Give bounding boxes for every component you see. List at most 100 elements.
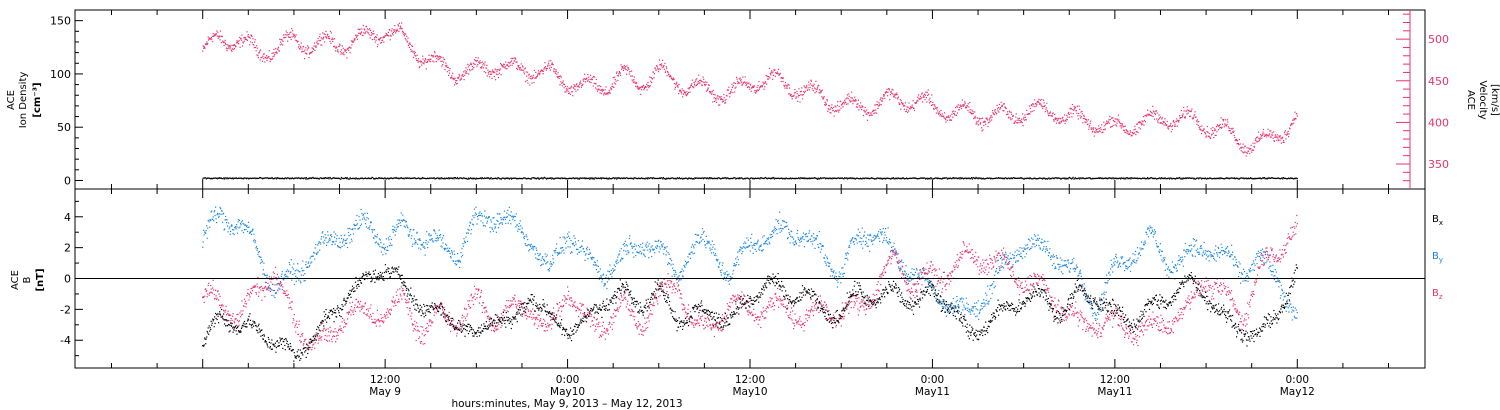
- top-series-1-point: [444, 178, 446, 180]
- bottom-series-0-point: [342, 242, 344, 244]
- bottom-series-0-point: [597, 265, 599, 267]
- top-series-0-point: [1048, 114, 1050, 117]
- top-series-0-point: [694, 85, 696, 87]
- bottom-series-0-point: [246, 230, 249, 233]
- top-series-0-point: [797, 96, 799, 98]
- top-series-0-point: [591, 79, 593, 81]
- top-series-1-point: [673, 178, 675, 180]
- bottom-series-0-point: [670, 264, 672, 266]
- bottom-series-0-point: [391, 229, 393, 231]
- top-series-0-point: [1157, 121, 1159, 124]
- top-series-0-point: [1242, 152, 1245, 154]
- top-series-0-point: [921, 92, 923, 94]
- top-series-1-point: [743, 178, 745, 180]
- top-series-1-point: [935, 177, 937, 179]
- top-series-1-point: [1129, 177, 1131, 179]
- top-series-1-point: [1259, 177, 1261, 179]
- top-series-0-point: [828, 104, 830, 107]
- top-series-0-point: [706, 89, 708, 91]
- top-series-0-point: [1164, 123, 1166, 125]
- top-series-0-point: [1055, 122, 1057, 124]
- top-series-0-point: [681, 93, 683, 95]
- top-series-0-point: [568, 87, 570, 89]
- top-series-1-point: [276, 177, 278, 179]
- top-series-0-point: [981, 117, 984, 119]
- top-series-0-point: [618, 70, 620, 73]
- top-series-0-point: [211, 38, 213, 40]
- top-series-0-point: [1135, 131, 1137, 133]
- top-series-0-point: [464, 72, 467, 74]
- bottom-series-0-point: [542, 263, 544, 265]
- top-series-1-point: [1256, 178, 1258, 180]
- top-series-1-point: [1252, 178, 1255, 180]
- top-series-1-point: [302, 178, 305, 180]
- top-series-1-point: [846, 177, 848, 179]
- bottom-series-0-point: [604, 283, 606, 285]
- bottom-series-0-point: [623, 242, 625, 245]
- top-series-1-point: [226, 178, 228, 180]
- top-series-0-point: [466, 72, 468, 74]
- top-series-0-point: [411, 50, 413, 52]
- top-series-0-point: [866, 119, 869, 121]
- top-series-1-point: [1044, 178, 1046, 180]
- top-series-0-point: [369, 37, 371, 39]
- top-series-1-point: [416, 177, 418, 179]
- bottom-series-0-point: [353, 224, 356, 227]
- top-series-0-point: [941, 115, 943, 117]
- top-series-0-point: [1127, 131, 1129, 133]
- top-series-1-point: [1225, 177, 1227, 179]
- top-series-1-point: [1152, 178, 1154, 180]
- top-series-1-point: [1031, 178, 1033, 180]
- top-series-0-point: [1268, 134, 1270, 136]
- bottom-series-0-point: [501, 223, 503, 225]
- top-series-1-point: [562, 177, 564, 179]
- top-series-0-point: [631, 79, 633, 81]
- top-series-0-point: [832, 109, 834, 111]
- bottom-series-0-point: [519, 228, 521, 230]
- top-series-0-point: [722, 99, 724, 101]
- top-series-1-point: [1106, 177, 1108, 179]
- top-series-0-point: [1197, 121, 1199, 123]
- top-series-0-point: [409, 43, 411, 45]
- bottom-series-0-point: [442, 242, 444, 244]
- bottom-series-0-point: [388, 245, 390, 247]
- top-series-1-point: [264, 177, 266, 179]
- top-series-0-point: [602, 88, 604, 90]
- bottom-series-0-point: [244, 225, 246, 227]
- top-series-0-point: [263, 58, 265, 60]
- top-series-0-point: [812, 90, 814, 92]
- top-series-0-point: [595, 78, 598, 80]
- top-series-0-point: [1012, 115, 1015, 117]
- bottom-series-0-point: [440, 234, 442, 236]
- bottom-series-0-point: [374, 235, 376, 237]
- top-series-1-point: [1112, 177, 1114, 179]
- bottom-series-0-point: [314, 247, 316, 249]
- top-series-1-point: [867, 177, 869, 179]
- top-series-0-point: [1266, 136, 1268, 138]
- top-series-0-point: [803, 92, 806, 94]
- top-series-1-point: [953, 177, 955, 180]
- top-series-0-point: [655, 69, 657, 71]
- top-series-1-point: [545, 177, 547, 179]
- top-series-0-point: [956, 105, 958, 107]
- top-series-0-point: [648, 87, 650, 89]
- top-series-0-point: [1058, 122, 1060, 124]
- bottom-series-0-point: [256, 248, 259, 250]
- bottom-series-0-point: [593, 257, 595, 259]
- top-series-0-point: [1214, 128, 1216, 130]
- bottom-series-0-point: [504, 216, 506, 218]
- top-series-0-point: [783, 84, 785, 86]
- top-series-0-point: [614, 78, 616, 81]
- top-series-0-point: [1107, 121, 1109, 123]
- top-series-1-point: [881, 177, 883, 179]
- bottom-series-0-point: [231, 224, 233, 226]
- top-series-1-point: [237, 177, 239, 179]
- top-series-1-point: [1138, 177, 1140, 179]
- top-series-0-point: [1054, 118, 1056, 120]
- top-series-1-point: [885, 177, 887, 180]
- top-series-1-point: [1067, 178, 1069, 180]
- top-series-0-point: [739, 82, 741, 84]
- top-series-0-point: [454, 81, 457, 83]
- top-series-0-point: [916, 99, 918, 101]
- bottom-series-0-point: [334, 236, 336, 238]
